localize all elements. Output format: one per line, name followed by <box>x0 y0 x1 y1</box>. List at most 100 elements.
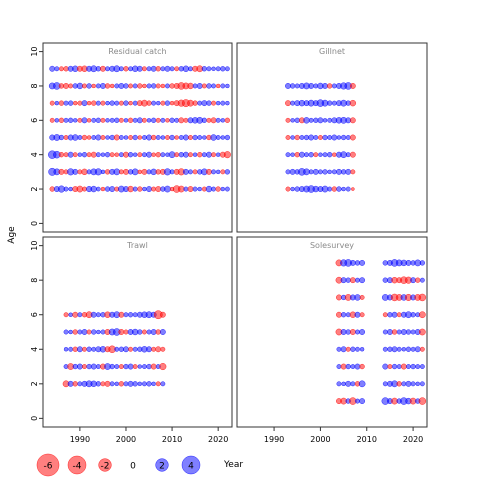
bubble-point <box>419 260 426 266</box>
bubble-point <box>210 134 217 141</box>
bubble-point <box>100 329 106 335</box>
bubble-point <box>109 117 115 123</box>
bubble-point <box>340 346 347 353</box>
y-tick-label: 2 <box>30 186 39 191</box>
bubble-point <box>285 169 291 175</box>
bubble-point <box>141 135 147 140</box>
bubble-point <box>123 135 129 140</box>
bubble-point <box>114 100 120 106</box>
bubble-point <box>127 117 134 123</box>
bubble-point <box>294 152 300 158</box>
bubble-point <box>349 117 356 124</box>
bubble-point <box>141 329 147 335</box>
bubble-point <box>99 65 106 72</box>
bubble-point <box>308 169 314 175</box>
bubble-point <box>141 364 147 369</box>
bubble-point <box>174 66 180 72</box>
bubble-point <box>91 329 97 335</box>
bubble-point <box>415 277 421 283</box>
bubble-point <box>336 186 342 192</box>
legend-bubble <box>36 453 60 477</box>
bubble-point <box>327 117 333 123</box>
bubble-point <box>58 100 65 106</box>
bubble-point <box>114 381 119 387</box>
bubble-point <box>359 259 366 266</box>
bubble-point <box>63 117 69 123</box>
bubble-point <box>81 329 88 335</box>
bubble-point <box>359 295 365 300</box>
bubble-point <box>299 135 305 140</box>
bubble-point <box>86 346 92 352</box>
bubble-point <box>165 135 170 140</box>
bubble-point <box>355 277 360 283</box>
bubble-point <box>349 134 356 141</box>
bubble-point <box>128 83 134 89</box>
bubble-point <box>197 135 203 140</box>
bubble-point <box>141 152 147 158</box>
bubble-point <box>215 152 221 157</box>
panel-1: Residual catch 0 2 4 6 8 10 <box>30 42 233 233</box>
bubble-point <box>81 134 88 141</box>
bubble-point <box>160 83 166 89</box>
bubble-point <box>100 169 106 175</box>
bubble-point <box>317 169 323 175</box>
bubble-point <box>63 186 69 192</box>
bubble-point <box>345 346 351 352</box>
bubble-point <box>160 346 166 352</box>
bubble-point <box>63 152 69 158</box>
bubble-point <box>206 66 212 72</box>
bubble-point <box>345 186 351 192</box>
bubble-point <box>58 134 65 141</box>
bubble-point <box>82 346 87 352</box>
bubble-point <box>405 329 412 335</box>
bubble-point <box>387 312 393 318</box>
bubble-point <box>211 66 216 71</box>
bubble-point <box>327 152 333 158</box>
bubble-point <box>95 381 101 387</box>
bubble-point <box>174 135 179 140</box>
bubble-point <box>206 83 212 89</box>
x-tick-label: 1990 <box>264 435 284 444</box>
bubble-point <box>290 135 295 140</box>
bubble-point <box>95 152 101 158</box>
bubble-point <box>118 117 124 123</box>
bubble-point <box>169 100 175 106</box>
bubble-point <box>155 381 161 387</box>
bubble-point <box>396 346 402 352</box>
bubble-point <box>82 83 87 89</box>
bubble-point <box>294 134 300 141</box>
bubble-point <box>123 381 129 387</box>
y-tick-label: 6 <box>30 312 39 317</box>
bubble-point <box>104 83 111 89</box>
bubble-point <box>289 83 296 89</box>
bubble-point <box>127 312 134 318</box>
bubble-point <box>201 117 207 123</box>
panel-title: Residual catch <box>108 47 166 56</box>
bubble-point <box>405 380 412 387</box>
bubble-point <box>290 152 295 157</box>
bubble-point <box>211 169 217 175</box>
bubble-point <box>387 346 393 352</box>
bubble-point <box>72 381 78 387</box>
bubble-point <box>58 66 64 72</box>
bubble-point <box>331 83 337 89</box>
bubble-point <box>146 134 152 141</box>
bubble-point <box>341 186 346 192</box>
bubble-point <box>327 83 333 89</box>
bubble-point <box>86 100 92 106</box>
bubble-point <box>109 381 115 387</box>
bubble-point <box>220 135 225 140</box>
bubble-point <box>95 117 101 123</box>
bubble-point <box>410 329 416 335</box>
bubble-point <box>415 364 421 369</box>
bubble-point <box>414 346 421 353</box>
legend-bubble <box>67 455 87 475</box>
bubble-point <box>205 185 213 193</box>
bubble-point <box>386 329 393 335</box>
bubble-point <box>308 134 315 141</box>
bubble-point <box>290 118 295 123</box>
bubble-point <box>150 329 157 335</box>
x-tick-label: 2010 <box>357 435 377 444</box>
bubble-point <box>354 294 361 301</box>
bubble-point <box>63 329 69 335</box>
